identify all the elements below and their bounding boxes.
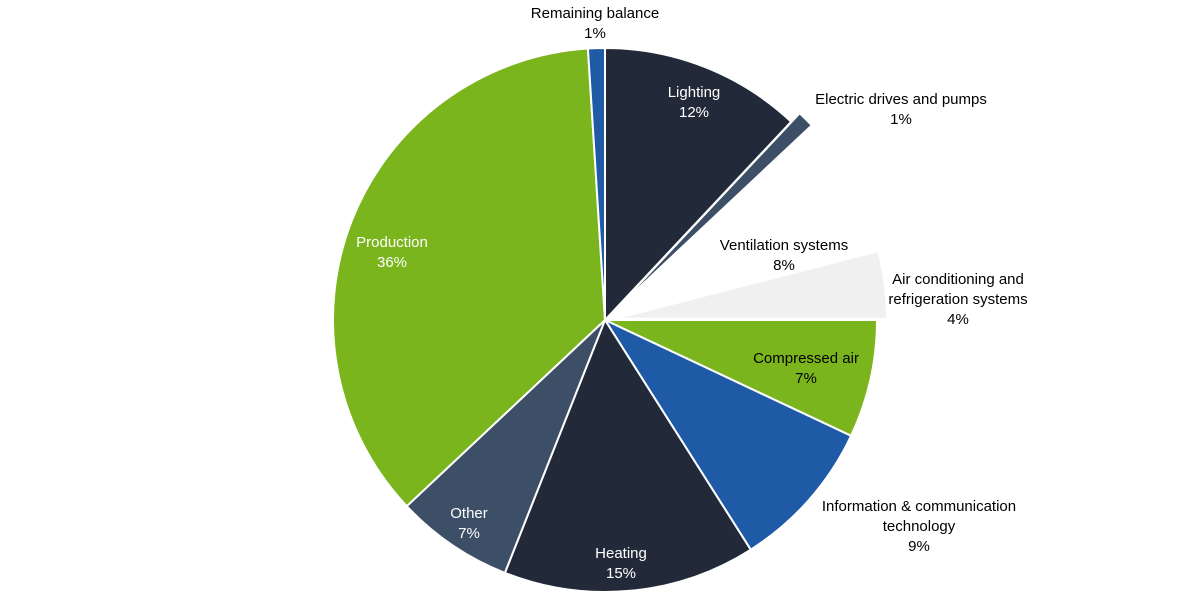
category-label: Electric drives and pumps — [815, 91, 987, 108]
slice-label: Production 36% — [292, 233, 492, 273]
value-label: 4% — [947, 311, 969, 328]
value-label: 9% — [908, 538, 930, 555]
slice-label: Information & communication technology 9% — [804, 497, 1034, 557]
category-label: Air conditioning and refrigeration syste… — [888, 271, 1028, 308]
category-label: Lighting — [667, 84, 721, 101]
value-label: 12% — [678, 104, 710, 121]
pie-slice — [503, 317, 753, 593]
value-label: 36% — [376, 254, 408, 271]
category-label: Other — [450, 505, 488, 522]
slice-label: Compressed air 7% — [706, 349, 906, 389]
pie-slice — [604, 46, 793, 323]
slice-label: Remaining balance 1% — [495, 4, 695, 44]
value-label: 1% — [584, 25, 606, 42]
category-label: Compressed air — [753, 350, 859, 367]
slice-label: Electric drives and pumps 1% — [781, 90, 1021, 130]
value-label: 7% — [795, 370, 817, 387]
category-label: Information & communication technology — [821, 498, 1017, 535]
pie-slice — [405, 319, 606, 575]
pie-slice — [614, 249, 888, 320]
pie-slice — [602, 317, 853, 552]
value-label: 7% — [458, 525, 480, 542]
slice-label: Heating 15% — [521, 544, 721, 584]
value-label: 8% — [773, 257, 795, 274]
slice-label: Air conditioning and refrigeration syste… — [873, 270, 1043, 330]
category-label: Ventilation systems — [719, 237, 849, 254]
pie-slice — [332, 47, 607, 508]
slice-label: Lighting 12% — [594, 83, 794, 123]
pie-slice — [612, 111, 814, 313]
pie-slice — [604, 132, 870, 321]
value-label: 1% — [890, 111, 912, 128]
category-label: Production — [356, 234, 428, 251]
slice-label: Ventilation systems 8% — [684, 236, 884, 276]
slice-label: Other 7% — [409, 504, 529, 544]
pie-slice — [586, 46, 606, 321]
category-label: Heating — [595, 545, 647, 562]
value-label: 15% — [605, 565, 637, 582]
category-label: Remaining balance — [530, 5, 660, 22]
pie-slice — [604, 319, 879, 438]
